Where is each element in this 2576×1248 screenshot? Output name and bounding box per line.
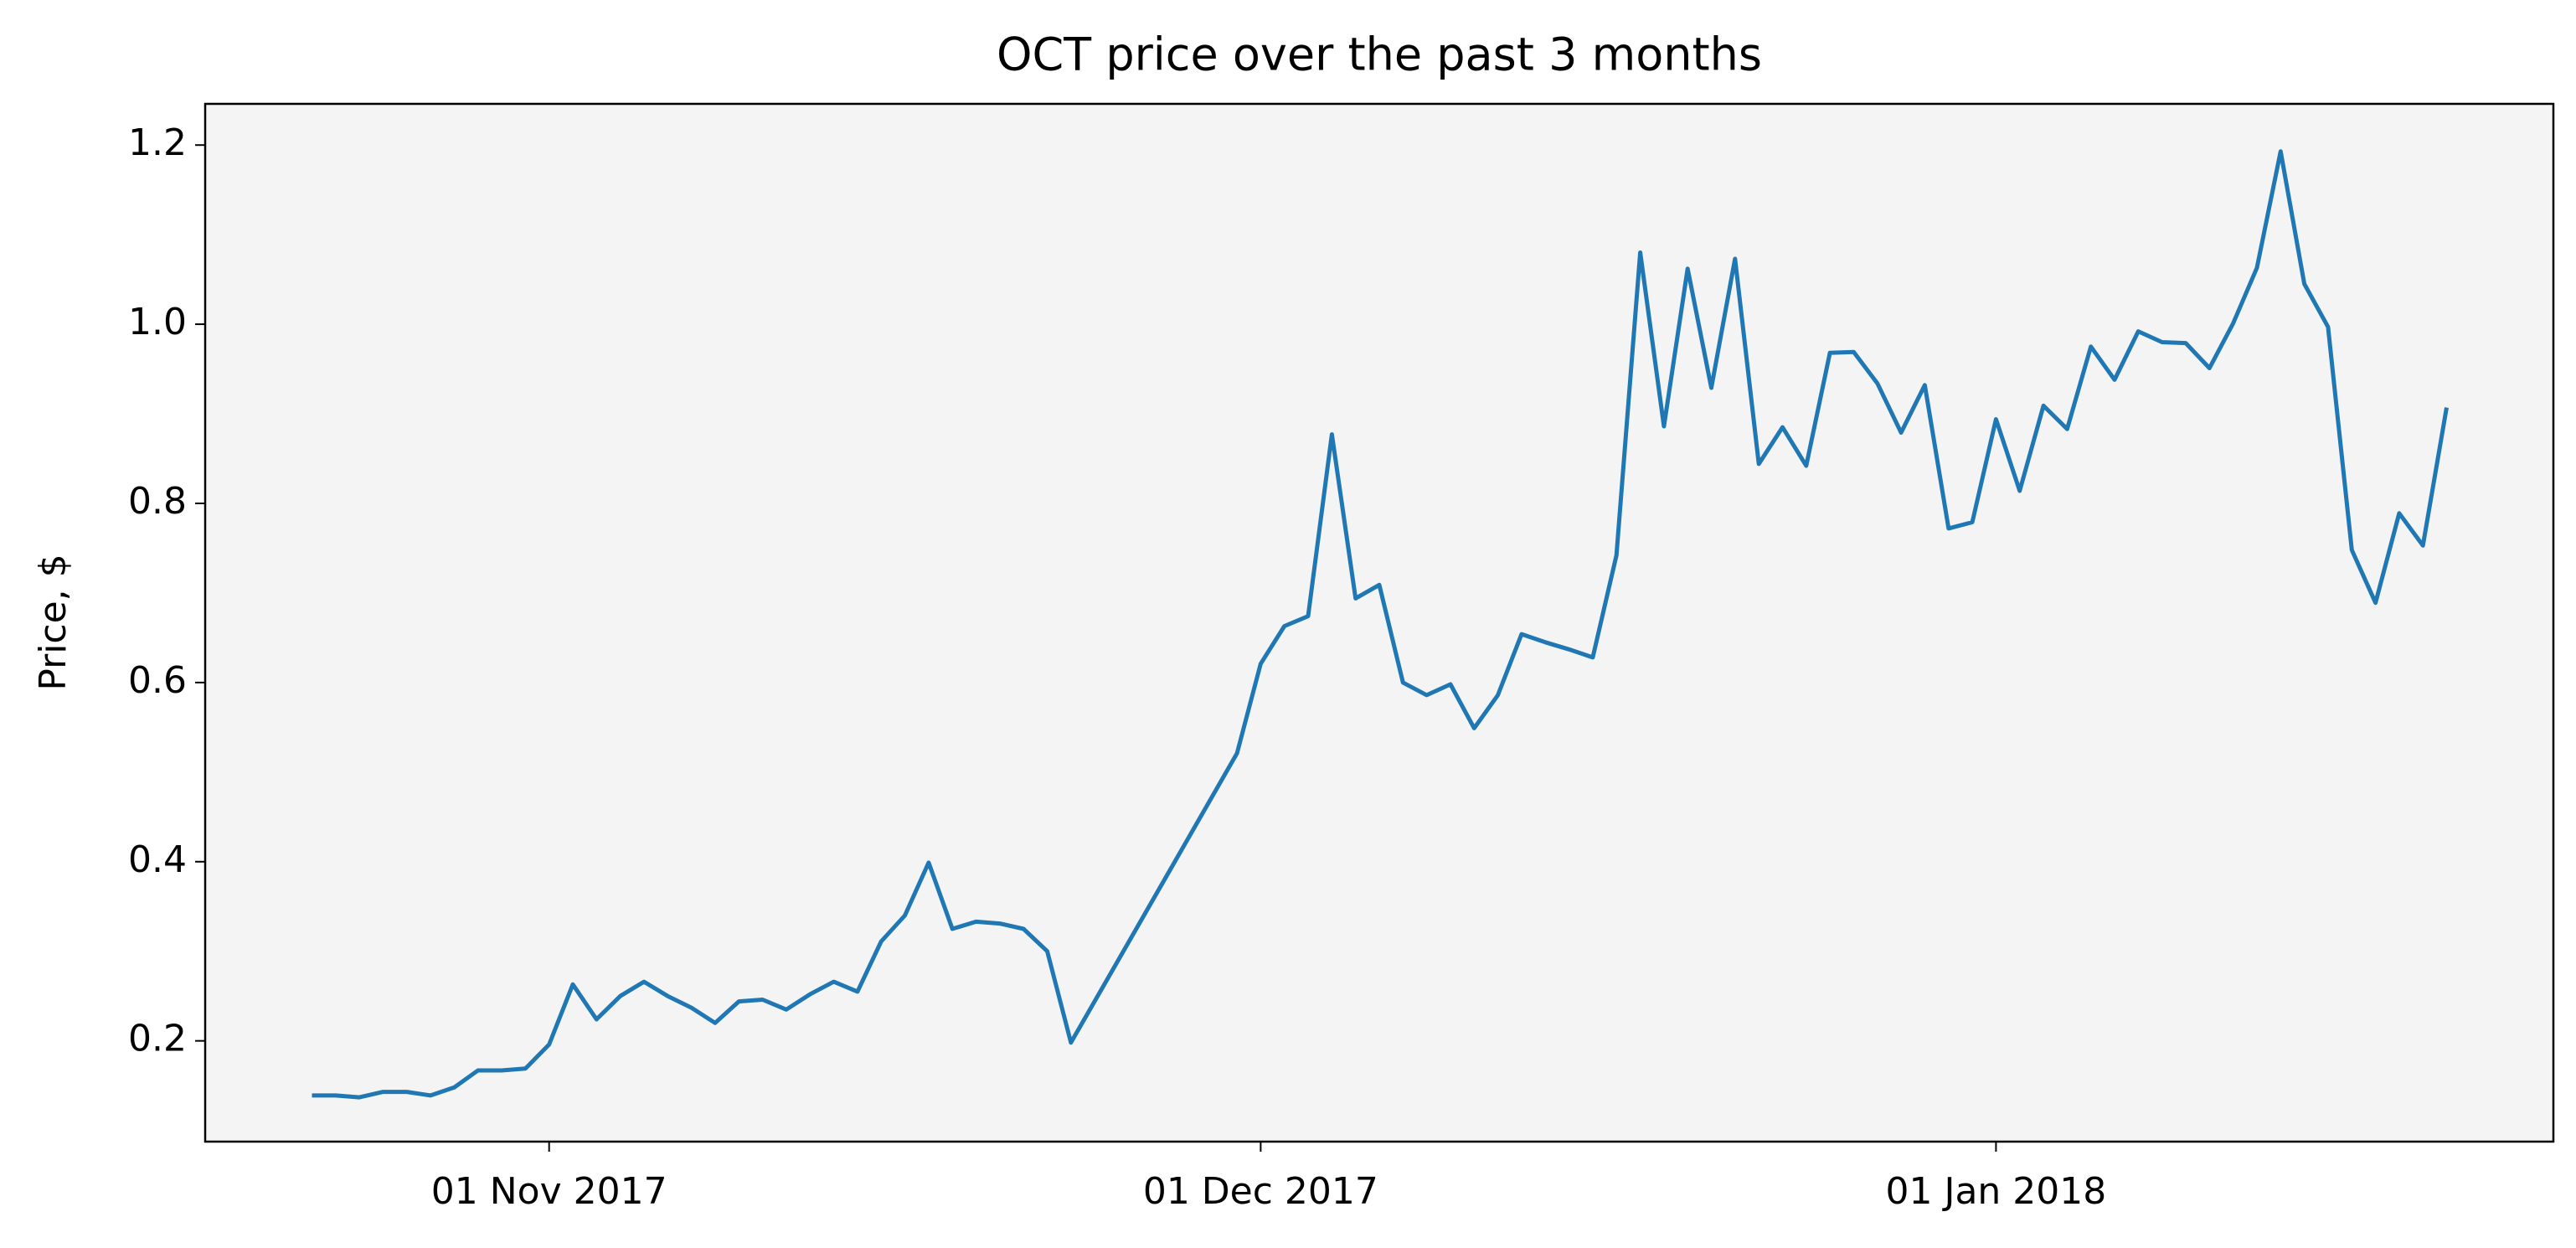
x-tick-label: 01 Dec 2017	[1143, 1170, 1378, 1213]
y-tick-label: 0.4	[128, 838, 187, 881]
x-tick-label: 01 Jan 2018	[1886, 1170, 2107, 1213]
x-tick-label: 01 Nov 2017	[431, 1170, 667, 1213]
plot-frame	[204, 102, 2555, 1143]
price-line	[312, 149, 2449, 1100]
y-tick-label: 0.8	[128, 480, 187, 523]
y-tick-label: 1.2	[128, 121, 187, 164]
y-tick-label: 1.0	[128, 301, 187, 343]
y-axis-label: Price, $	[32, 554, 75, 690]
chart-title: OCT price over the past 3 months	[997, 28, 1762, 81]
y-tick-label: 0.2	[128, 1018, 187, 1060]
plot-area	[205, 104, 2553, 1142]
y-tick-label: 0.6	[128, 659, 187, 702]
